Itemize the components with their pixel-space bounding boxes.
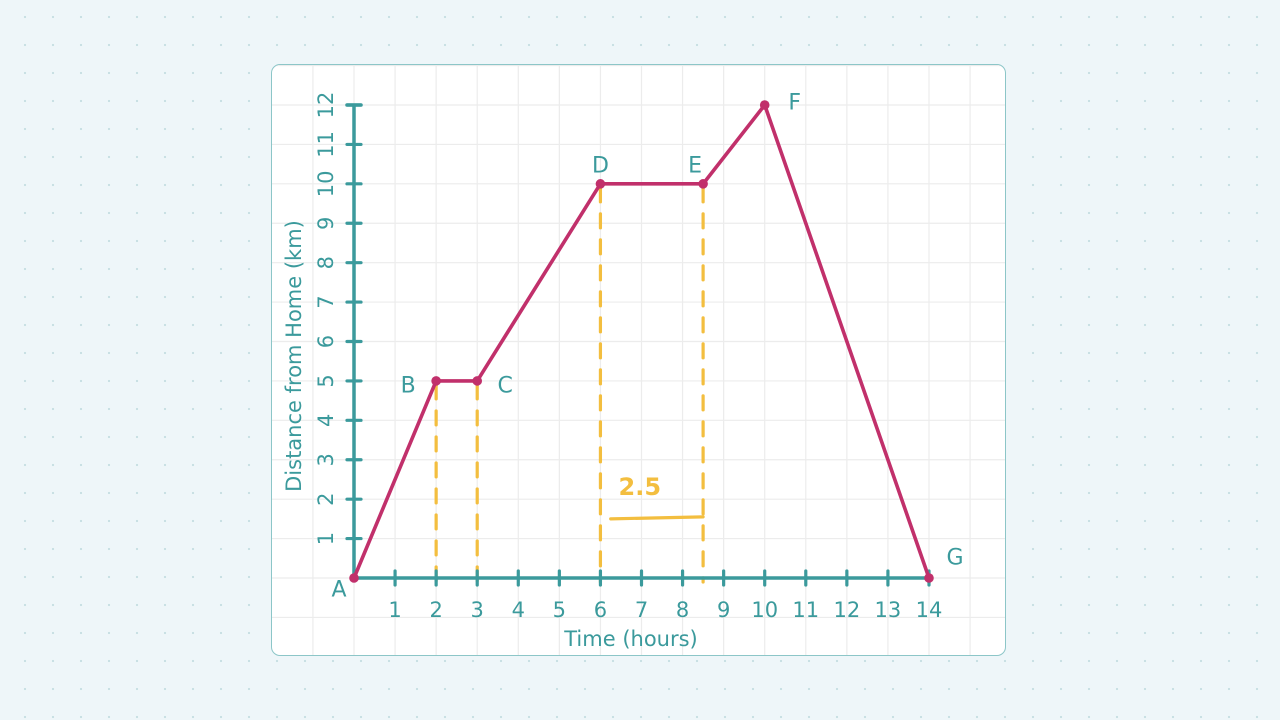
- y-tick-label: 6: [314, 335, 338, 348]
- point-labels: A B C D E F G: [331, 91, 963, 603]
- point-label-g: G: [946, 546, 963, 571]
- y-tick-label: 1: [314, 532, 338, 545]
- x-tick-label: 11: [792, 598, 819, 622]
- dashed-annotations: [434, 186, 705, 584]
- y-tick-label: 10: [314, 170, 338, 197]
- x-tick-label: 5: [553, 598, 566, 622]
- y-tick-label: 3: [314, 453, 338, 466]
- annotation-underline: [609, 515, 705, 521]
- x-axis-label: Time (hours): [563, 627, 698, 651]
- point-marker-c: [472, 376, 483, 386]
- grid-lines: [272, 65, 1005, 655]
- point-marker-g: [924, 573, 934, 583]
- x-tick-label: 10: [751, 598, 778, 622]
- point-label-f: F: [788, 91, 801, 116]
- x-tick-label: 4: [512, 598, 525, 622]
- x-tick-label: 7: [635, 598, 648, 622]
- x-tick-label: 9: [717, 598, 730, 622]
- point-label-a: A: [331, 578, 346, 603]
- point-marker-f: [759, 100, 770, 110]
- point-marker-d: [595, 179, 606, 189]
- y-tick-label: 7: [314, 295, 338, 308]
- x-tick-label: 2: [429, 598, 442, 622]
- point-label-d: D: [592, 153, 609, 178]
- y-tick-label: 5: [314, 374, 338, 387]
- point-label-c: C: [498, 373, 513, 398]
- x-tick-label: 3: [471, 598, 484, 622]
- y-tick-label: 2: [314, 492, 338, 505]
- x-tick-label: 13: [875, 598, 902, 622]
- point-marker-b: [431, 376, 441, 386]
- journey-line: [349, 100, 934, 583]
- y-tick-label: 8: [314, 256, 338, 269]
- x-tick-label: 1: [388, 598, 401, 622]
- point-label-e: E: [688, 153, 702, 178]
- y-tick-label: 12: [314, 92, 338, 119]
- point-marker-e: [698, 179, 708, 189]
- x-tick-label: 12: [833, 598, 860, 622]
- y-tick-label: 4: [314, 414, 338, 427]
- point-label-b: B: [401, 373, 416, 398]
- x-tick-label: 6: [594, 598, 607, 622]
- annotation-text-2-5: 2.5: [619, 473, 662, 501]
- y-tick-label: 11: [314, 131, 338, 158]
- x-tick-label: 8: [676, 598, 689, 622]
- point-marker-a: [349, 573, 359, 583]
- y-tick-label: 9: [314, 217, 338, 230]
- y-axis-label: Distance from Home (km): [282, 220, 306, 492]
- x-tick-label: 14: [916, 598, 943, 622]
